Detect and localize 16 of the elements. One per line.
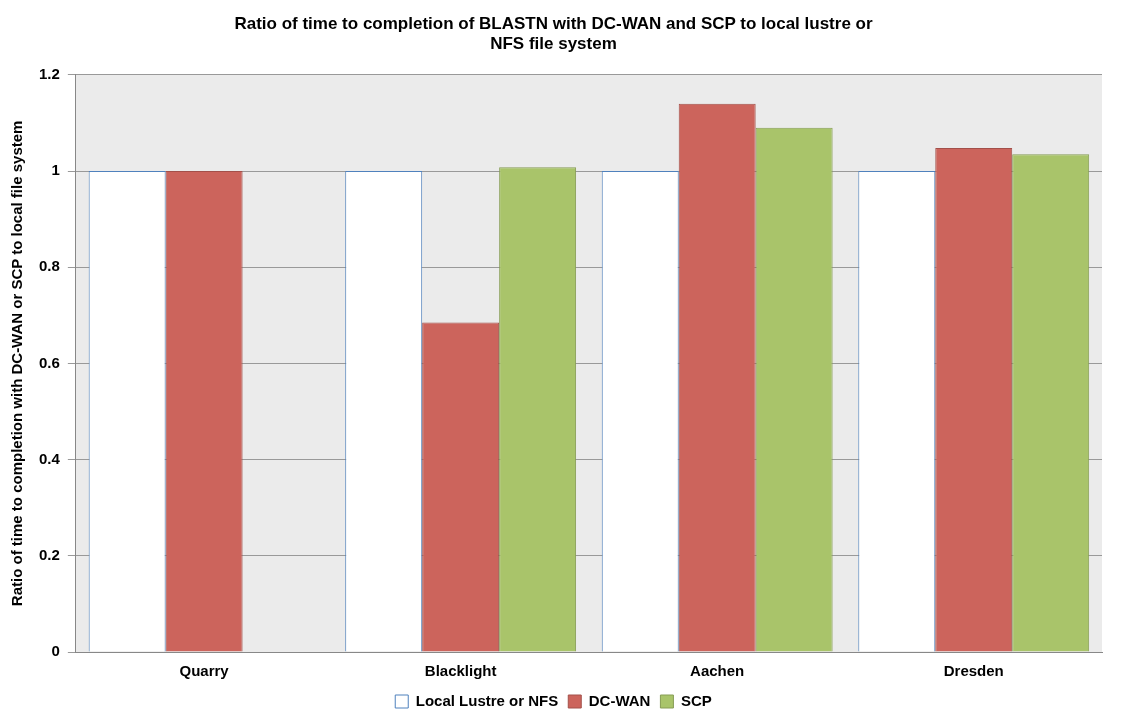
legend-label: DC-WAN	[588, 691, 651, 709]
y-tick-label: 1.2	[38, 64, 60, 82]
legend-label: Local Lustre or NFS	[415, 691, 559, 709]
y-tick-label: 0	[51, 642, 60, 660]
y-tick-label: 0.8	[38, 257, 60, 275]
chart-title: Ratio of time to completion of BLASTN with DC-WAN and SCP to local lustre or NFS file system	[234, 13, 873, 54]
x-tick-label: Aachen	[690, 662, 745, 680]
legend-label: SCP	[680, 691, 712, 709]
y-axis-title: Ratio of time to completion with DC-WAN or SCP to local file system	[8, 120, 26, 607]
y-tick-label: 0.6	[38, 353, 60, 371]
x-tick-label: Quarry	[179, 662, 230, 680]
y-tick-label: 0.2	[38, 545, 60, 563]
y-tick-label: 1	[51, 161, 60, 179]
x-tick-label: Dresden	[943, 662, 1004, 680]
x-tick-label: Blacklight	[424, 662, 497, 680]
y-tick-label: 0.4	[38, 449, 61, 467]
